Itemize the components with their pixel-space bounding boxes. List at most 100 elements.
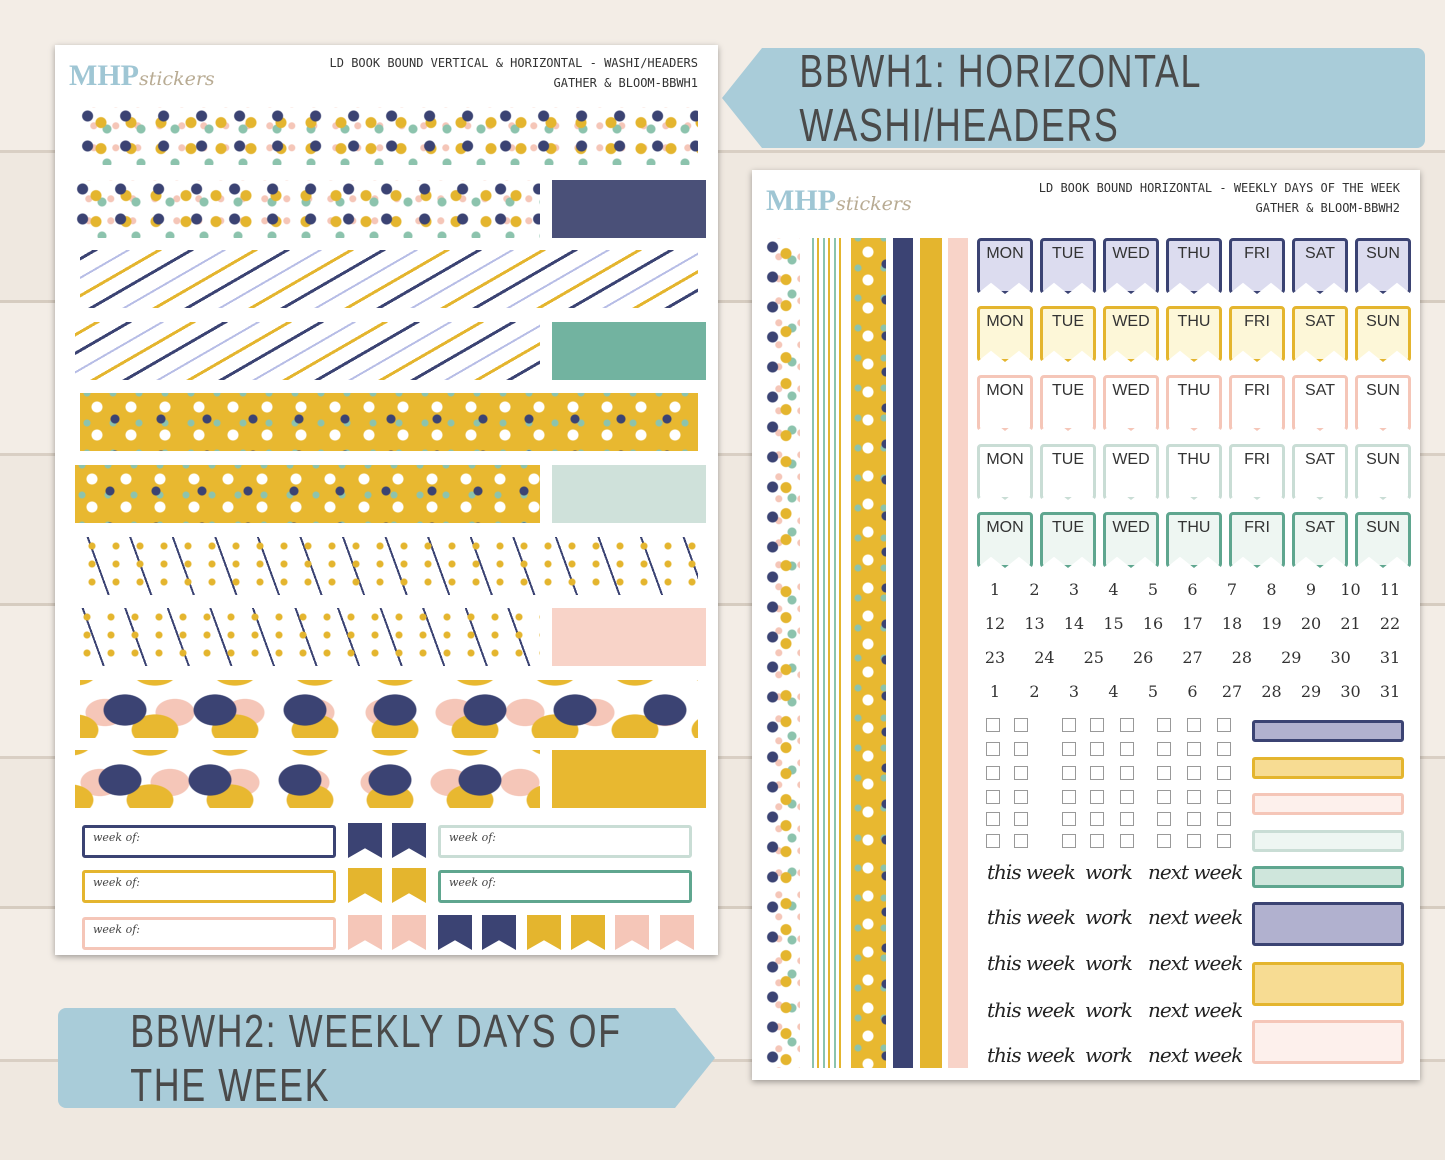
date-number: 12 — [984, 614, 1006, 633]
date-number: 16 — [1142, 614, 1164, 633]
date-number: 3 — [1068, 682, 1080, 701]
script-label: work — [1085, 998, 1133, 1022]
date-number: 4 — [1108, 682, 1119, 701]
day-label: WED — [1103, 238, 1159, 294]
script-label: work — [1085, 951, 1133, 975]
day-label: MON — [977, 444, 1033, 500]
date-number: 31 — [1379, 648, 1401, 667]
checkbox — [1120, 718, 1134, 732]
vertical-strip — [920, 238, 942, 1068]
week-of-box: week of: — [82, 870, 336, 903]
washi-strip — [80, 250, 698, 308]
week-of-box: week of: — [82, 825, 336, 858]
day-label: WED — [1103, 444, 1159, 500]
script-label: next week — [1148, 998, 1243, 1022]
banner: BBWH1: HORIZONTAL WASHI/HEADERS — [722, 48, 1425, 148]
day-label: MON — [977, 375, 1033, 431]
date-number: 19 — [1261, 614, 1282, 633]
date-number: 5 — [1147, 580, 1159, 599]
banner: BBWH2: WEEKLY DAYS OF THE WEEK — [58, 1008, 715, 1108]
vertical-strip — [893, 238, 913, 1068]
day-label: WED — [1103, 512, 1159, 568]
script-label: work — [1085, 1043, 1133, 1067]
date-number: 29 — [1300, 682, 1322, 701]
header-box — [1252, 720, 1404, 742]
checkbox — [1014, 766, 1028, 780]
day-label: WED — [1103, 306, 1159, 362]
sheet-title: LD BOOK BOUND HORIZONTAL - WEEKLY DAYS O… — [1038, 181, 1400, 195]
checkbox — [1062, 834, 1076, 848]
checkbox — [1120, 812, 1134, 826]
checkbox — [1090, 834, 1104, 848]
date-number: 31 — [1379, 682, 1401, 701]
header-box — [1252, 962, 1404, 1006]
date-number: 10 — [1340, 580, 1361, 599]
date-number: 30 — [1330, 648, 1351, 667]
date-number: 22 — [1379, 614, 1401, 633]
header-box — [1252, 902, 1404, 946]
date-number: 18 — [1221, 614, 1243, 633]
date-number: 6 — [1187, 682, 1198, 701]
date-number: 23 — [984, 648, 1006, 667]
checkbox — [1062, 790, 1076, 804]
date-number: 2 — [1029, 682, 1040, 701]
logo-sub: stickers — [138, 68, 215, 90]
day-label: WED — [1103, 375, 1159, 431]
checkbox — [986, 766, 1000, 780]
checkbox — [1090, 766, 1104, 780]
day-label: TUE — [1040, 375, 1096, 431]
checkbox — [1217, 834, 1231, 848]
script-label: work — [1085, 860, 1133, 884]
checkbox — [1217, 790, 1231, 804]
script-label: next week — [1148, 860, 1243, 884]
day-label: FRI — [1229, 375, 1285, 431]
day-label: FRI — [1229, 512, 1285, 568]
checkbox — [1217, 718, 1231, 732]
checkbox — [1217, 742, 1231, 756]
date-number: 9 — [1305, 580, 1317, 599]
date-number: 14 — [1063, 614, 1085, 633]
header-box — [1252, 757, 1404, 779]
script-label: this week — [987, 905, 1076, 929]
date-number: 27 — [1182, 648, 1203, 667]
date-number: 24 — [1034, 648, 1055, 667]
header-box — [1252, 830, 1404, 852]
checkbox — [986, 718, 1000, 732]
color-block — [552, 608, 706, 666]
checkbox — [1187, 790, 1201, 804]
sheet-subtitle: GATHER & BLOOM-BBWH1 — [553, 76, 699, 90]
washi-strip — [75, 322, 540, 380]
checkbox — [1187, 766, 1201, 780]
date-number: 6 — [1187, 580, 1198, 599]
day-label: THU — [1166, 512, 1222, 568]
day-label: THU — [1166, 444, 1222, 500]
checkbox — [1062, 742, 1076, 756]
checkbox — [1157, 766, 1171, 780]
date-number: 8 — [1266, 580, 1277, 599]
checkbox — [1187, 742, 1201, 756]
date-number: 27 — [1221, 682, 1243, 701]
date-number: 17 — [1182, 614, 1203, 633]
day-label: SAT — [1292, 375, 1348, 431]
checkbox — [1014, 812, 1028, 826]
checkbox — [1014, 834, 1028, 848]
logo: MHPstickers — [69, 59, 215, 92]
date-number: 11 — [1379, 580, 1401, 599]
checkbox — [1090, 742, 1104, 756]
day-label: SUN — [1355, 375, 1411, 431]
checkbox — [1187, 718, 1201, 732]
checkbox — [1120, 790, 1134, 804]
checkbox — [1062, 766, 1076, 780]
date-number: 29 — [1281, 648, 1302, 667]
script-label: this week — [987, 998, 1076, 1022]
header-box — [1252, 793, 1404, 815]
day-label: MON — [977, 512, 1033, 568]
script-label: next week — [1148, 951, 1243, 975]
checkbox — [1062, 718, 1076, 732]
date-number: 13 — [1024, 614, 1045, 633]
date-number: 25 — [1083, 648, 1104, 667]
script-label: next week — [1148, 1043, 1243, 1067]
day-label: FRI — [1229, 444, 1285, 500]
banner-text: BBWH1: HORIZONTAL WASHI/HEADERS — [799, 45, 1201, 151]
